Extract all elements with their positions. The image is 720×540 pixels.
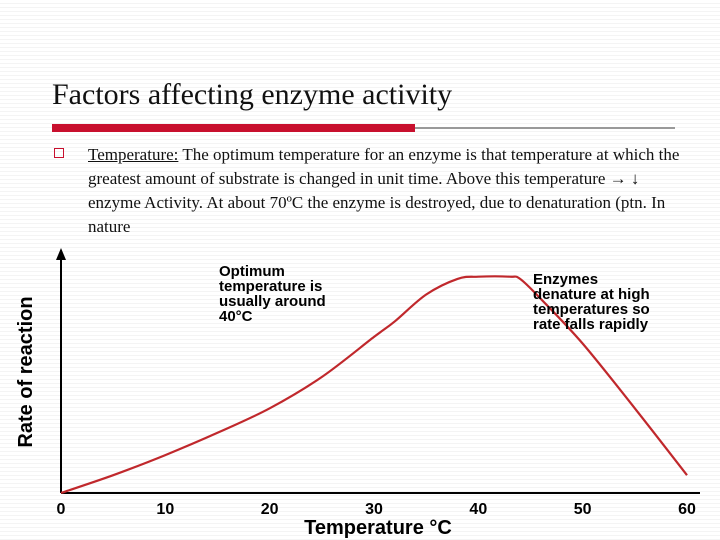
y-axis-arrow-icon xyxy=(56,248,66,260)
x-axis-label: Temperature °C xyxy=(304,517,452,539)
annotation-line: Optimum xyxy=(219,263,285,280)
annotation-line: temperature is xyxy=(219,278,322,295)
title-underline-gray xyxy=(415,127,675,129)
rate-curve xyxy=(60,275,688,495)
x-tick-label: 40 xyxy=(469,501,487,518)
x-tick-label: 60 xyxy=(678,501,696,518)
bullet-paragraph: Temperature: The optimum temperature for… xyxy=(88,143,688,239)
annotation-line: usually around xyxy=(219,293,326,310)
x-tick-label: 20 xyxy=(261,501,279,518)
y-axis-label: Rate of reaction xyxy=(15,296,37,447)
x-tick-label: 10 xyxy=(156,501,174,518)
x-tick-label: 30 xyxy=(365,501,383,518)
x-tick-label: 50 xyxy=(574,501,592,518)
bullet-term: Temperature: xyxy=(88,145,179,164)
title-underline-red xyxy=(52,124,415,132)
slide-title: Factors affecting enzyme activity xyxy=(52,78,453,111)
x-tick-label: 0 xyxy=(57,501,66,518)
bullet-square-icon xyxy=(54,148,64,158)
annotation-line: temperatures so xyxy=(533,301,650,318)
rate-temperature-chart: 0 10 20 30 40 50 60 Rate of reaction Temperatu… xyxy=(15,248,700,539)
annotation-line: Enzymes xyxy=(533,271,598,288)
annotation-line: 40°C xyxy=(219,308,253,325)
annotation-line: denature at high xyxy=(533,286,650,303)
bullet-body: The optimum temperature for an enzyme is… xyxy=(88,145,680,236)
annotation-line: rate falls rapidly xyxy=(533,316,649,333)
